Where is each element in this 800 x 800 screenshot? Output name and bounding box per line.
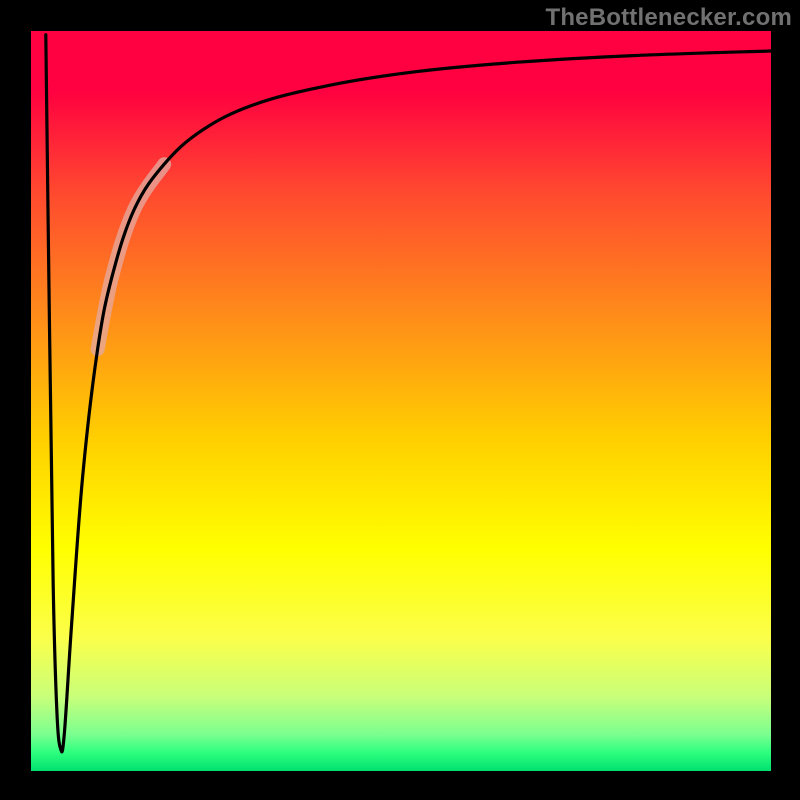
gradient-plot-area: [31, 31, 771, 771]
bottleneck-chart: [0, 0, 800, 800]
watermark-text: TheBottlenecker.com: [545, 4, 792, 32]
chart-container: TheBottlenecker.com: [0, 0, 800, 800]
